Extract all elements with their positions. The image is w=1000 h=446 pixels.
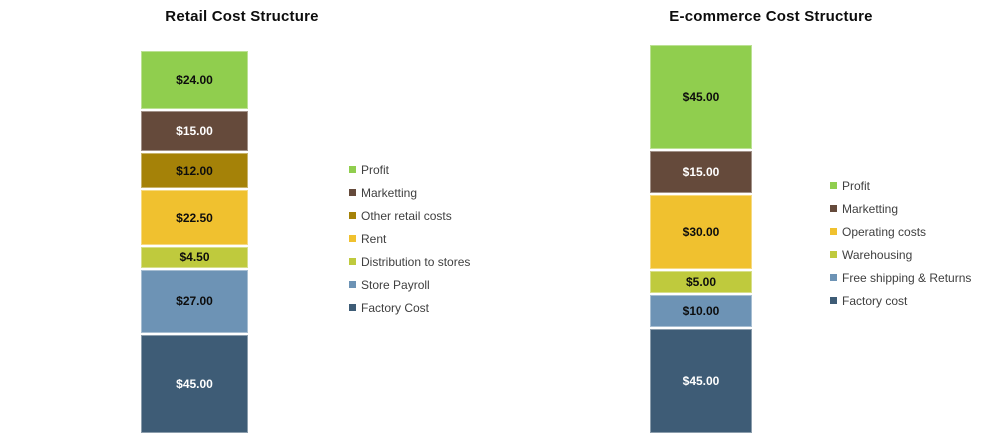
legend-item-label: Warehousing: [842, 247, 913, 262]
legend-item-label: Marketting: [361, 185, 418, 200]
legend-item: Marketting: [830, 200, 971, 217]
bar-segment: $27.00: [141, 269, 248, 334]
bar-segment: $15.00: [650, 150, 752, 194]
legend-color-swatch-icon: [830, 251, 837, 258]
legend-item-label: Store Payroll: [361, 277, 430, 292]
legend-item: Operating costs: [830, 223, 971, 240]
legend-item: Profit: [349, 161, 470, 178]
bar-segment: $4.50: [141, 247, 248, 268]
ecommerce-stacked-bar: $45.00 $15.00 $30.00 $5.00 $10.00 $45.00: [650, 45, 752, 433]
segment-value-label: $30.00: [682, 224, 720, 239]
legend-item-label: Rent: [361, 231, 387, 246]
legend-item-label: Operating costs: [842, 224, 927, 239]
legend-item-label: Profit: [842, 178, 871, 193]
legend-item-label: Profit: [361, 162, 390, 177]
legend-item-label: Factory cost: [842, 293, 908, 308]
segment-value-label: $5.00: [685, 274, 717, 289]
segment-value-label: $45.00: [682, 89, 720, 104]
legend-item: Rent: [349, 230, 470, 247]
legend-color-swatch-icon: [349, 212, 356, 219]
legend-item: Profit: [830, 177, 971, 194]
legend-item: Free shipping & Returns: [830, 269, 971, 286]
ecommerce-legend: Profit Marketting Operating costs Wareho…: [830, 177, 971, 309]
legend-item-label: Free shipping & Returns: [842, 270, 972, 285]
segment-value-label: $45.00: [682, 374, 720, 389]
segment-value-label: $12.00: [176, 163, 213, 178]
legend-color-swatch-icon: [830, 182, 837, 189]
segment-value-label: $22.50: [176, 210, 213, 225]
legend-color-swatch-icon: [830, 297, 837, 304]
bar-segment: $24.00: [141, 51, 248, 109]
legend-color-swatch-icon: [830, 274, 837, 281]
bar-segment: $22.50: [141, 190, 248, 246]
legend-item-label: Factory Cost: [361, 300, 430, 315]
segment-value-label: $24.00: [176, 72, 213, 87]
bar-segment: $10.00: [650, 294, 752, 328]
legend-item: Factory cost: [830, 292, 971, 309]
bar-segment: $45.00: [650, 45, 752, 149]
legend-color-swatch-icon: [349, 281, 356, 288]
segment-value-label: $15.00: [682, 165, 720, 180]
legend-color-swatch-icon: [349, 166, 356, 173]
bar-segment: $5.00: [650, 270, 752, 293]
segment-value-label: $15.00: [176, 124, 213, 139]
segment-value-label: $27.00: [176, 294, 213, 309]
retail-chart-title: Retail Cost Structure: [165, 8, 319, 25]
legend-color-swatch-icon: [349, 304, 356, 311]
legend-color-swatch-icon: [349, 235, 356, 242]
bar-segment: $12.00: [141, 153, 248, 189]
bar-segment: $45.00: [650, 329, 752, 433]
legend-item: Warehousing: [830, 246, 971, 263]
legend-color-swatch-icon: [349, 258, 356, 265]
legend-color-swatch-icon: [830, 205, 837, 212]
bar-segment: $15.00: [141, 110, 248, 152]
legend-item: Distribution to stores: [349, 253, 470, 270]
legend-color-swatch-icon: [349, 189, 356, 196]
legend-item-label: Distribution to stores: [361, 254, 471, 269]
legend-color-swatch-icon: [830, 228, 837, 235]
legend-item: Marketting: [349, 184, 470, 201]
legend-item: Other retail costs: [349, 207, 470, 224]
legend-item-label: Marketting: [842, 201, 899, 216]
retail-legend: Profit Marketting Other retail costs Ren…: [349, 161, 470, 316]
segment-value-label: $4.50: [179, 250, 210, 265]
segment-value-label: $45.00: [176, 377, 213, 392]
legend-item-label: Other retail costs: [361, 208, 452, 223]
segment-value-label: $10.00: [682, 304, 720, 318]
retail-stacked-bar: $24.00 $15.00 $12.00 $22.50 $4.50 $27.00: [141, 51, 248, 433]
ecommerce-chart-title: E-commerce Cost Structure: [669, 8, 873, 25]
legend-item: Store Payroll: [349, 276, 470, 293]
legend-item: Factory Cost: [349, 299, 470, 316]
bar-segment: $30.00: [650, 195, 752, 269]
bar-segment: $45.00: [141, 335, 248, 433]
